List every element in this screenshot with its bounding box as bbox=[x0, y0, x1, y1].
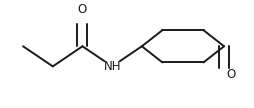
Text: O: O bbox=[78, 3, 87, 16]
Text: NH: NH bbox=[103, 60, 121, 73]
Text: O: O bbox=[226, 68, 236, 81]
